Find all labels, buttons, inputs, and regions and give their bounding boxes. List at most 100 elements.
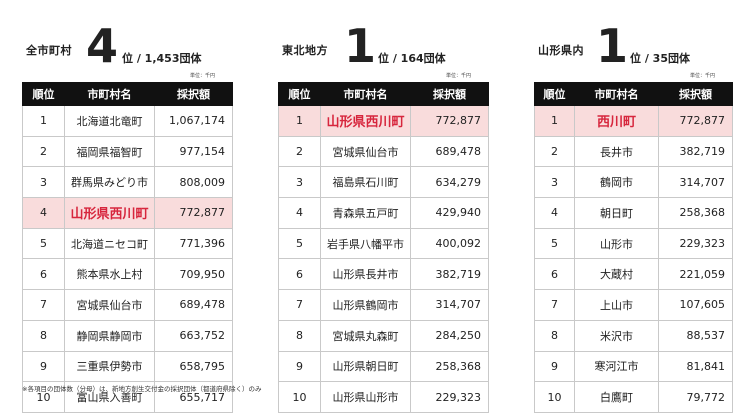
cell-name: 宮城県丸森町 [320, 320, 411, 352]
table-row: 8 米沢市 88,537 [534, 320, 733, 352]
cell-rank: 5 [534, 228, 575, 260]
cell-rank: 6 [22, 258, 65, 291]
cell-rank: 2 [278, 136, 321, 168]
table-row: 5 岩手県八幡平市 400,092 [278, 228, 489, 260]
table-row: 7 山形県鶴岡市 314,707 [278, 289, 489, 321]
table-row: 6 大蔵村 221,059 [534, 258, 733, 291]
cell-rank: 6 [278, 258, 321, 291]
cell-name: 宮城県仙台市 [64, 289, 155, 321]
cell-amount: 663,752 [154, 320, 233, 352]
cell-amount: 258,368 [410, 351, 489, 383]
cell-rank: 1 [22, 105, 65, 137]
table-row-highlight: 1 西川町 772,877 [534, 105, 733, 137]
ranking-table: 順位 市町村名 採択額 1 山形県西川町 772,877 2 宮城県仙台市 689,478… [278, 82, 489, 413]
cell-rank: 5 [22, 228, 65, 260]
table-row: 3 福島県石川町 634,279 [278, 166, 489, 199]
cell-amount: 314,707 [410, 289, 489, 321]
cell-amount: 79,772 [658, 381, 733, 413]
cell-rank: 10 [534, 381, 575, 413]
table-row-highlight: 1 山形県西川町 772,877 [278, 105, 489, 137]
cell-name: 北海道ニセコ町 [64, 228, 155, 260]
table-row: 5 北海道ニセコ町 771,396 [22, 228, 233, 260]
table-header: 順位 市町村名 採択額 [278, 82, 489, 106]
cell-name: 西川町 [574, 105, 659, 137]
cell-rank: 7 [278, 289, 321, 321]
cell-amount: 382,719 [658, 136, 733, 168]
cell-amount: 634,279 [410, 166, 489, 199]
table-body: 1 北海道北竜町 1,067,174 2 福岡県福智町 977,154 3 群馬県みどり市 80… [22, 105, 233, 413]
scope-label: 山形県内 [538, 44, 584, 57]
table-row: 6 熊本県水上村 709,950 [22, 258, 233, 291]
panel-header: 全市町村 4 位 / 1,453団体 単位：千円 [22, 0, 232, 90]
scope-label: 東北地方 [282, 44, 328, 57]
col-name-header: 市町村名 [64, 82, 155, 106]
ranking-panel-yamagata: 山形県内 1 位 / 35団体 単位：千円 順位 市町村名 採択額 1 西川町 77… [534, 0, 733, 413]
cell-name: 米沢市 [574, 320, 659, 352]
cell-amount: 88,537 [658, 320, 733, 352]
ranking-panel-tohoku: 東北地方 1 位 / 164団体 単位：千円 順位 市町村名 採択額 1 山形県西… [278, 0, 489, 413]
cell-amount: 689,478 [154, 289, 233, 321]
cell-name: 北海道北竜町 [64, 105, 155, 137]
cell-amount: 1,067,174 [154, 105, 233, 137]
cell-name: 岩手県八幡平市 [320, 228, 411, 260]
table-body: 1 西川町 772,877 2 長井市 382,719 3 鶴岡市 314,707 4 朝日町 258… [534, 105, 733, 413]
panel-header: 東北地方 1 位 / 164団体 単位：千円 [278, 0, 488, 90]
cell-rank: 9 [278, 351, 321, 383]
cell-name: 山形市 [574, 228, 659, 260]
cell-rank: 3 [278, 166, 321, 199]
cell-rank: 2 [22, 136, 65, 168]
table-header: 順位 市町村名 採択額 [534, 82, 733, 106]
cell-rank: 3 [534, 166, 575, 199]
table-row: 1 北海道北竜町 1,067,174 [22, 105, 233, 137]
cell-name: 山形県朝日町 [320, 351, 411, 383]
rank-number: 1 [344, 19, 377, 73]
col-name-header: 市町村名 [574, 82, 659, 106]
cell-amount: 429,940 [410, 197, 489, 229]
unit-label: 単位：千円 [690, 73, 716, 79]
cell-amount: 314,707 [658, 166, 733, 199]
scope-label: 全市町村 [26, 44, 72, 57]
col-amount-header: 採択額 [410, 82, 489, 106]
cell-name: 朝日町 [574, 197, 659, 229]
rank-suffix: 位 / 35団体 [630, 52, 690, 65]
cell-name: 長井市 [574, 136, 659, 168]
cell-name: 三重県伊勢市 [64, 351, 155, 383]
table-row: 8 静岡県静岡市 663,752 [22, 320, 233, 352]
cell-name: 山形県西川町 [64, 197, 155, 229]
table-row: 7 宮城県仙台市 689,478 [22, 289, 233, 321]
cell-name: 静岡県静岡市 [64, 320, 155, 352]
table-row: 7 上山市 107,605 [534, 289, 733, 321]
cell-amount: 977,154 [154, 136, 233, 168]
unit-label: 単位：千円 [446, 73, 472, 79]
cell-rank: 1 [534, 105, 575, 137]
cell-name: 寒河江市 [574, 351, 659, 383]
rank-number: 4 [86, 19, 119, 73]
table-row: 2 長井市 382,719 [534, 136, 733, 168]
col-rank-header: 順位 [278, 82, 321, 106]
cell-rank: 10 [278, 381, 321, 413]
col-rank-header: 順位 [534, 82, 575, 106]
cell-amount: 772,877 [410, 105, 489, 137]
cell-rank: 7 [534, 289, 575, 321]
cell-amount: 284,250 [410, 320, 489, 352]
cell-rank: 8 [534, 320, 575, 352]
cell-name: 山形県山形市 [320, 381, 411, 413]
table-row: 10 山形県山形市 229,323 [278, 381, 489, 413]
col-rank-header: 順位 [22, 82, 65, 106]
table-row: 3 鶴岡市 314,707 [534, 166, 733, 199]
table-row: 8 宮城県丸森町 284,250 [278, 320, 489, 352]
footnote: ※各項目の団体数（分母）は、新地方創生交付金の採択団体（都道府県除く）のみ [22, 385, 262, 393]
table-row: 2 福岡県福智町 977,154 [22, 136, 233, 168]
table-row: 2 宮城県仙台市 689,478 [278, 136, 489, 168]
cell-rank: 8 [22, 320, 65, 352]
cell-name: 鶴岡市 [574, 166, 659, 199]
panel-header: 山形県内 1 位 / 35団体 単位：千円 [534, 0, 732, 90]
table-row-highlight: 4 山形県西川町 772,877 [22, 197, 233, 229]
cell-amount: 107,605 [658, 289, 733, 321]
cell-rank: 8 [278, 320, 321, 352]
cell-amount: 400,092 [410, 228, 489, 260]
cell-amount: 229,323 [410, 381, 489, 413]
cell-name: 熊本県水上村 [64, 258, 155, 291]
ranking-table: 順位 市町村名 採択額 1 西川町 772,877 2 長井市 382,719 3 鶴岡市 31… [534, 82, 733, 413]
unit-label: 単位：千円 [190, 73, 216, 79]
